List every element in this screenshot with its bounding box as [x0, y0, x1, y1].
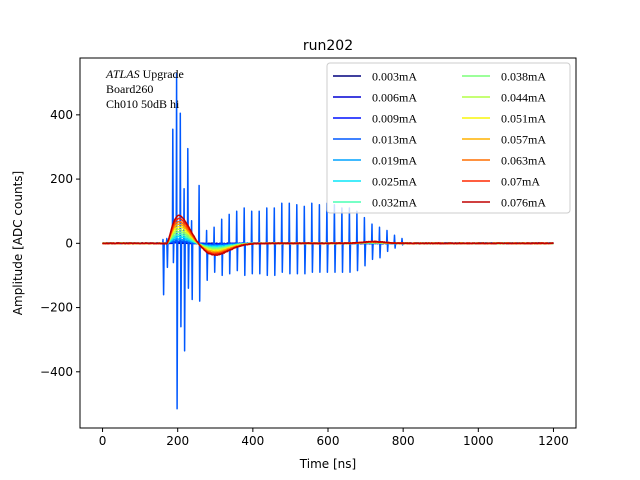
legend-label: 0.063mA: [501, 154, 546, 168]
annotation-line: ATLAS Upgrade: [105, 67, 184, 81]
atlas-annotation: ATLAS Upgrade Board260 Ch010 50dB hi: [105, 67, 184, 111]
legend-label: 0.003mA: [372, 70, 417, 84]
legend-item-0.019mA: 0.019mA: [333, 154, 417, 168]
y-tick-400: 400: [50, 108, 80, 122]
series-line-0.076mA: [102, 214, 554, 257]
annotation-line: Ch010 50dB hi: [106, 97, 180, 111]
x-axis: 0 200 400 600 800 1000 1200: [99, 428, 569, 448]
legend-item-0.009mA: 0.009mA: [333, 112, 417, 126]
legend-item-0.003mA: 0.003mA: [333, 70, 417, 84]
legend-item-0.044mA: 0.044mA: [462, 91, 546, 105]
legend-item-0.032mA: 0.032mA: [333, 196, 417, 210]
x-tick-label: 200: [166, 434, 189, 448]
x-axis-label: Time [ns]: [299, 457, 356, 471]
y-tick-0: 0: [65, 236, 80, 250]
x-tick-label: 400: [241, 434, 264, 448]
y-tick-label: 200: [50, 172, 73, 186]
x-tick-label: 600: [317, 434, 340, 448]
x-tick-600: 600: [317, 428, 340, 448]
legend-item-0.057mA: 0.057mA: [462, 133, 546, 147]
legend-label: 0.025mA: [372, 175, 417, 189]
x-tick-label: 1200: [538, 434, 569, 448]
y-tick--400: −400: [40, 365, 80, 379]
legend-box: [326, 62, 571, 214]
chart-title: run202: [303, 38, 353, 54]
legend-item-0.076mA: 0.076mA: [462, 196, 546, 210]
plot-lines: [102, 72, 554, 410]
x-tick-200: 200: [166, 428, 189, 448]
legend-item-0.07mA: 0.07mA: [462, 175, 540, 189]
legend-item-0.051mA: 0.051mA: [462, 112, 546, 126]
x-tick-label: 1000: [463, 434, 494, 448]
x-tick-0: 0: [99, 428, 107, 448]
x-tick-400: 400: [241, 428, 264, 448]
x-tick-1200: 1200: [538, 428, 569, 448]
legend: 0.003mA 0.006mA 0.009mA 0.013mA 0.019mA 0.025…: [326, 62, 571, 214]
y-tick-label: −200: [40, 301, 73, 315]
x-tick-1000: 1000: [463, 428, 494, 448]
legend-label: 0.044mA: [501, 91, 546, 105]
legend-item-0.038mA: 0.038mA: [462, 70, 546, 84]
legend-label: 0.006mA: [372, 91, 417, 105]
x-tick-800: 800: [392, 428, 415, 448]
legend-label: 0.038mA: [501, 70, 546, 84]
legend-item-0.006mA: 0.006mA: [333, 91, 417, 105]
legend-label: 0.032mA: [372, 196, 417, 210]
legend-label: 0.07mA: [501, 175, 540, 189]
legend-label: 0.013mA: [372, 133, 417, 147]
legend-label: 0.019mA: [372, 154, 417, 168]
y-tick-label: 400: [50, 108, 73, 122]
y-tick-200: 200: [50, 172, 80, 186]
legend-label: 0.076mA: [501, 196, 546, 210]
y-tick--200: −200: [40, 301, 80, 315]
y-axis-label: Amplitude [ADC counts]: [11, 171, 25, 315]
x-tick-label: 0: [99, 434, 107, 448]
y-tick-label: 0: [65, 236, 73, 250]
legend-item-0.063mA: 0.063mA: [462, 154, 546, 168]
legend-item-0.025mA: 0.025mA: [333, 175, 417, 189]
annotation-line: Board260: [106, 82, 153, 96]
legend-label: 0.009mA: [372, 112, 417, 126]
y-tick-label: −400: [40, 365, 73, 379]
y-axis: −400 −200 0 200 400: [40, 108, 80, 379]
x-tick-label: 800: [392, 434, 415, 448]
legend-item-0.013mA: 0.013mA: [333, 133, 417, 147]
legend-label: 0.051mA: [501, 112, 546, 126]
legend-label: 0.057mA: [501, 133, 546, 147]
